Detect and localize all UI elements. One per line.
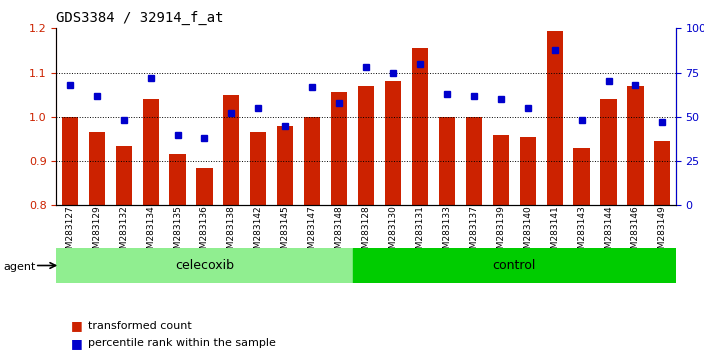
Text: GSM283130: GSM283130 bbox=[389, 205, 398, 260]
Bar bbox=[439, 117, 455, 354]
Bar bbox=[331, 92, 347, 354]
Bar bbox=[277, 126, 294, 354]
Bar bbox=[56, 248, 353, 283]
Bar bbox=[89, 132, 105, 354]
Text: GSM283136: GSM283136 bbox=[200, 205, 209, 260]
Text: GSM283148: GSM283148 bbox=[334, 205, 344, 260]
Text: GSM283140: GSM283140 bbox=[523, 205, 532, 260]
Text: GSM283146: GSM283146 bbox=[631, 205, 640, 260]
Bar bbox=[627, 86, 643, 354]
Bar bbox=[142, 99, 158, 354]
Text: GSM283149: GSM283149 bbox=[658, 205, 667, 260]
Bar bbox=[62, 117, 78, 354]
Text: agent: agent bbox=[4, 262, 36, 272]
Bar bbox=[385, 81, 401, 354]
Text: GSM283128: GSM283128 bbox=[362, 205, 370, 260]
Bar bbox=[353, 248, 676, 283]
Text: GSM283132: GSM283132 bbox=[119, 205, 128, 260]
Text: transformed count: transformed count bbox=[88, 321, 191, 331]
Bar bbox=[601, 99, 617, 354]
Bar bbox=[170, 154, 186, 354]
Bar bbox=[115, 145, 132, 354]
Bar bbox=[223, 95, 239, 354]
Text: percentile rank within the sample: percentile rank within the sample bbox=[88, 338, 276, 348]
Text: GSM283131: GSM283131 bbox=[415, 205, 425, 260]
Text: GSM283144: GSM283144 bbox=[604, 205, 613, 260]
Bar bbox=[358, 86, 374, 354]
Text: GSM283145: GSM283145 bbox=[281, 205, 290, 260]
Text: GSM283133: GSM283133 bbox=[442, 205, 451, 260]
Bar bbox=[654, 141, 670, 354]
Text: GDS3384 / 32914_f_at: GDS3384 / 32914_f_at bbox=[56, 11, 224, 25]
Bar bbox=[493, 135, 509, 354]
Text: ■: ■ bbox=[70, 337, 82, 350]
Bar bbox=[546, 30, 562, 354]
Text: GSM283135: GSM283135 bbox=[173, 205, 182, 260]
Text: GSM283138: GSM283138 bbox=[227, 205, 236, 260]
Text: GSM283139: GSM283139 bbox=[496, 205, 505, 260]
Text: GSM283143: GSM283143 bbox=[577, 205, 586, 260]
Text: GSM283147: GSM283147 bbox=[308, 205, 317, 260]
Text: celecoxib: celecoxib bbox=[175, 259, 234, 272]
Bar bbox=[250, 132, 266, 354]
Bar bbox=[304, 117, 320, 354]
Text: GSM283142: GSM283142 bbox=[254, 205, 263, 260]
Text: GSM283141: GSM283141 bbox=[550, 205, 559, 260]
Text: GSM283137: GSM283137 bbox=[470, 205, 478, 260]
Bar bbox=[412, 48, 428, 354]
Text: GSM283127: GSM283127 bbox=[65, 205, 75, 260]
Text: control: control bbox=[493, 259, 536, 272]
Text: ■: ■ bbox=[70, 319, 82, 332]
Text: GSM283129: GSM283129 bbox=[92, 205, 101, 260]
Bar bbox=[520, 137, 536, 354]
Bar bbox=[466, 117, 482, 354]
Text: GSM283134: GSM283134 bbox=[146, 205, 155, 260]
Bar bbox=[574, 148, 590, 354]
Bar bbox=[196, 168, 213, 354]
